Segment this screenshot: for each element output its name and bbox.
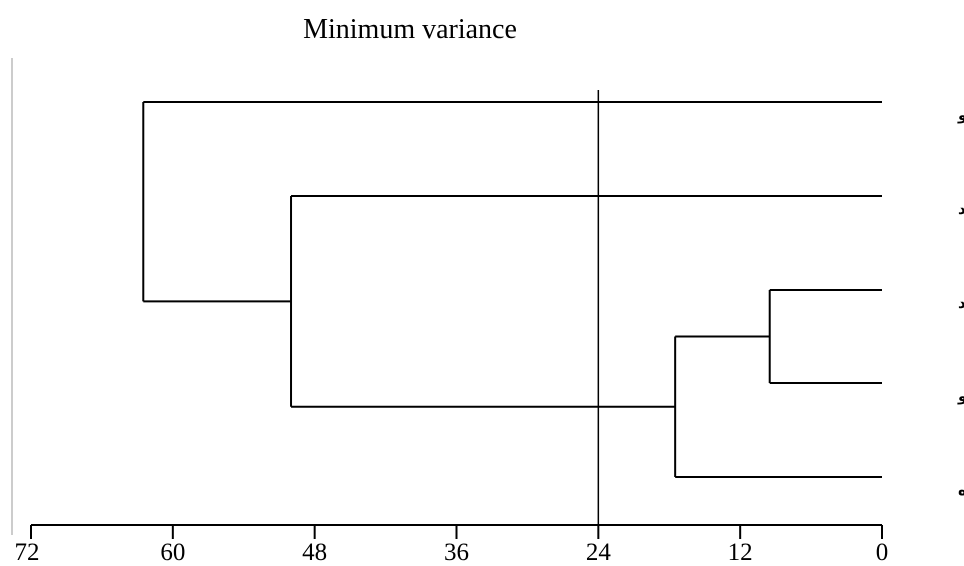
x-tick-label: 0 <box>876 539 889 566</box>
dendrogram-branches <box>142 101 882 478</box>
x-tick-label: 48 <box>302 539 327 566</box>
x-tick-label: 12 <box>728 539 753 566</box>
leaf-label: کرده‌ده <box>958 481 964 499</box>
leaf-label: سهند <box>958 200 964 218</box>
x-tick-label: 72 <box>15 539 40 566</box>
leaf-labels: میشو سهند یوزبند ایگده‌لو کرده‌ده <box>957 106 964 499</box>
leaf-label: یوزبند <box>958 294 964 312</box>
x-tick-label: 24 <box>586 539 612 566</box>
leaf-label: ایگده‌لو <box>957 387 964 405</box>
leaf-label: میشو <box>957 106 964 124</box>
chart-title: Minimum variance <box>303 14 517 45</box>
x-tick-label: 60 <box>160 539 185 566</box>
x-axis: 72 60 48 36 24 12 0 <box>15 524 889 566</box>
x-tick-label: 36 <box>444 539 469 566</box>
